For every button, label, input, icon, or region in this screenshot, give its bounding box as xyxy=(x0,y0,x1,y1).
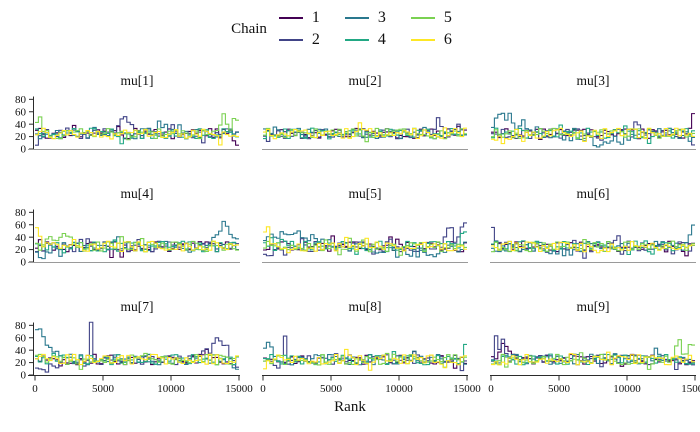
x-axis-label: Rank xyxy=(334,399,366,415)
rank-plot-panel xyxy=(262,117,468,150)
legend-swatch xyxy=(410,39,435,41)
legend-entry-label: 5 xyxy=(443,9,452,26)
y-tick-label: 60 xyxy=(15,219,27,231)
panel-title: mu[3] xyxy=(576,73,610,88)
legend-entry-chain-4: 4 xyxy=(344,31,403,48)
legend-entry-label: 1 xyxy=(311,9,320,26)
panel-title: mu[2] xyxy=(348,73,382,88)
legend-swatch xyxy=(278,39,303,41)
legend-entry-label: 4 xyxy=(377,31,386,48)
x-tick-label: 0 xyxy=(32,383,38,395)
chain-6-trace xyxy=(35,227,239,253)
y-tick-label: 80 xyxy=(15,320,27,332)
x-tick-label: 5000 xyxy=(320,383,343,395)
legend-swatch xyxy=(410,17,435,19)
chain-6-trace xyxy=(35,353,239,366)
legend-swatch xyxy=(278,17,303,19)
chain-6-trace xyxy=(491,351,695,366)
panel-title: mu[4] xyxy=(120,186,154,201)
chain-6-trace xyxy=(491,127,695,145)
panel-title: mu[1] xyxy=(120,73,154,88)
legend-title: Chain xyxy=(231,20,267,37)
x-tick-label: 15000 xyxy=(681,383,700,395)
panel-title: mu[8] xyxy=(348,299,382,314)
chain-5-trace xyxy=(263,127,467,143)
x-tick-label: 10000 xyxy=(157,383,185,395)
panel-mu[8]: mu[8] 0 5000 10000 15000 xyxy=(260,288,481,399)
x-tick-label: 10000 xyxy=(385,383,413,395)
y-tick-label: 0 xyxy=(21,257,27,269)
chain-6-trace xyxy=(263,226,467,254)
legend-entry-chain-6: 6 xyxy=(410,31,469,48)
legend-entry-chain-3: 3 xyxy=(344,9,403,26)
legend-swatch xyxy=(344,39,369,41)
y-tick-label: 0 xyxy=(21,370,27,382)
x-tick-label: 15000 xyxy=(225,383,253,395)
panel-mu[6]: mu[6] xyxy=(490,175,696,266)
x-tick-label: 0 xyxy=(488,383,494,395)
y-tick-label: 60 xyxy=(15,106,27,118)
legend-entry-chain-5: 5 xyxy=(410,9,469,26)
chain-6-trace xyxy=(263,122,467,140)
rank-plot-panel: 0 5000 10000 15000 xyxy=(260,335,481,395)
panel-mu[2]: mu[2] xyxy=(262,62,468,153)
x-tick-label: 10000 xyxy=(613,383,641,395)
panel-mu[7]: mu[7] 0 20 40 60 80 0 5000 10000 15000 xyxy=(8,288,253,399)
legend-entry-label: 6 xyxy=(443,31,452,48)
legend-entry-chain-2: 2 xyxy=(278,31,337,48)
panel-mu[4]: mu[4] 0 20 40 60 80 xyxy=(8,175,240,269)
rank-plot-panel xyxy=(490,112,696,150)
panel-mu[1]: mu[1] 0 20 40 60 80 xyxy=(8,62,240,156)
panel-grid: mu[1] 0 20 40 60 80 mu[2] mu[3] mu[4] 0 20 40 60 80 mu… xyxy=(8,62,700,399)
x-tick-label: 5000 xyxy=(548,383,571,395)
x-tick-label: 5000 xyxy=(92,383,115,395)
rank-plot-panel xyxy=(262,222,468,263)
chain-6-trace xyxy=(263,348,467,371)
y-tick-label: 0 xyxy=(21,144,27,156)
legend-entry-chain-1: 1 xyxy=(278,9,337,26)
y-tick-label: 40 xyxy=(15,119,27,131)
y-tick-label: 60 xyxy=(15,332,27,344)
x-tick-label: 0 xyxy=(260,383,266,395)
y-tick-label: 20 xyxy=(15,244,27,256)
panel-title: mu[5] xyxy=(348,186,382,201)
chain-3-trace xyxy=(491,112,695,148)
panel-title: mu[7] xyxy=(120,299,154,314)
y-tick-label: 40 xyxy=(15,232,27,244)
rank-plot-panel xyxy=(490,224,696,263)
panel-title: mu[6] xyxy=(576,186,610,201)
y-tick-label: 80 xyxy=(15,94,27,106)
legend-entries: 1 2 3 4 5 6 xyxy=(278,9,469,48)
y-tick-label: 20 xyxy=(15,357,27,369)
x-tick-label: 15000 xyxy=(453,383,481,395)
y-tick-label: 40 xyxy=(15,345,27,357)
y-tick-label: 20 xyxy=(15,131,27,143)
chain-6-trace xyxy=(491,240,695,254)
legend-swatch xyxy=(344,17,369,19)
panel-title: mu[9] xyxy=(576,299,610,314)
chain-6-trace xyxy=(35,127,239,146)
rank-plot-panel: 0 5000 10000 15000 xyxy=(488,335,700,395)
panel-mu[5]: mu[5] xyxy=(262,175,468,266)
panel-mu[3]: mu[3] xyxy=(490,62,696,153)
y-tick-label: 80 xyxy=(15,207,27,219)
chain-legend: Chain 1 2 3 4 5 6 xyxy=(0,0,700,48)
chain-4-trace xyxy=(263,127,467,140)
legend-entry-label: 2 xyxy=(311,31,320,48)
panel-mu[9]: mu[9] 0 5000 10000 15000 xyxy=(488,288,700,399)
legend-entry-label: 3 xyxy=(377,9,386,26)
